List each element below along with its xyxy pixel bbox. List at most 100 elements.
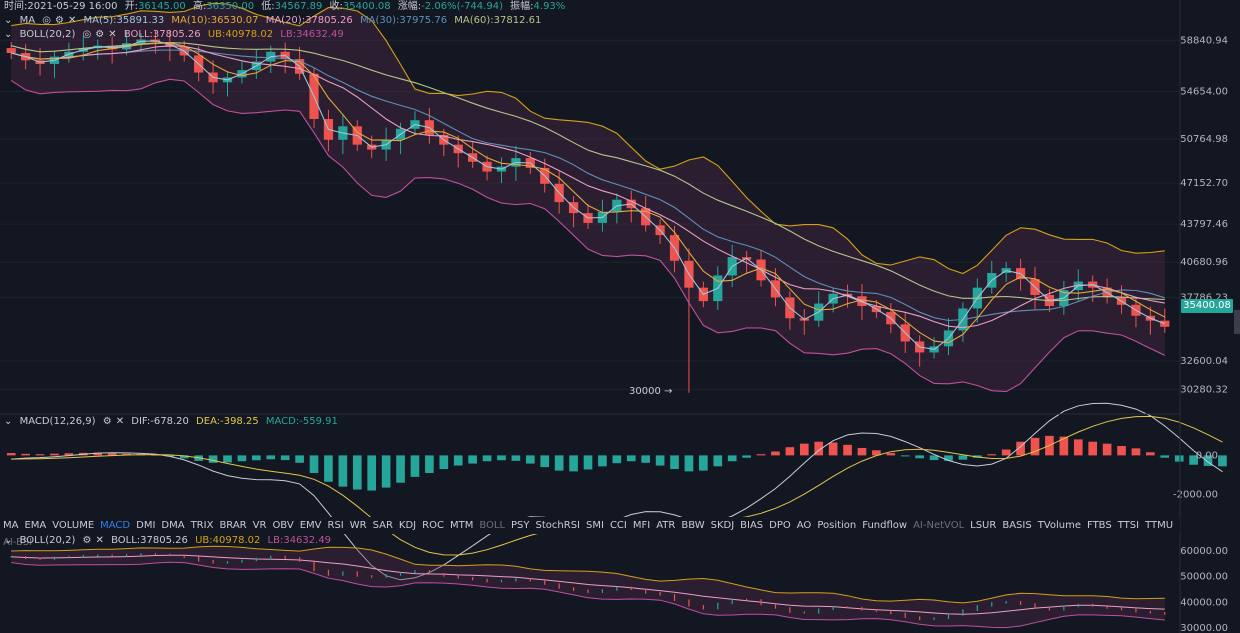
boll-sub-mid: BOLL:37805.26 — [111, 535, 188, 546]
ma20-line — [11, 45, 1165, 329]
boll-band-area — [11, 3, 1165, 392]
macd-bar — [814, 441, 824, 456]
indicator-tab-cci[interactable]: CCI — [609, 520, 627, 531]
indicator-tab-emv[interactable]: EMV — [299, 520, 322, 531]
gear-icon[interactable]: ⚙ — [95, 29, 105, 40]
indicator-tab-brar[interactable]: BRAR — [219, 520, 247, 531]
indicator-tab-ma[interactable]: MA — [3, 520, 19, 531]
boll-sub-ub: UB:40978.02 — [195, 535, 261, 546]
macd-bar — [1203, 455, 1213, 466]
close-icon[interactable]: ✕ — [115, 416, 125, 427]
open-label: 开: — [124, 1, 139, 12]
macd-bar — [511, 455, 521, 461]
collapse-icon[interactable]: ⌄ — [4, 535, 13, 546]
time-label: 时间: — [4, 1, 28, 12]
macd-histogram — [6, 435, 1227, 491]
macd-bar — [1146, 452, 1155, 456]
gear-icon[interactable]: ⚙ — [82, 535, 92, 546]
indicator-tab-dpo[interactable]: DPO — [769, 520, 791, 531]
indicator-tab-stochrsi[interactable]: StochRSI — [535, 520, 580, 531]
close-icon[interactable]: ✕ — [95, 535, 104, 546]
indicator-tab-bbw[interactable]: BBW — [681, 520, 705, 531]
macd-bar — [598, 455, 607, 467]
macd-bar — [21, 453, 30, 456]
indicator-tab-ao[interactable]: AO — [796, 520, 812, 531]
macd-bar — [1030, 437, 1040, 456]
indicator-tab-skdj[interactable]: SKDJ — [710, 520, 735, 531]
macd-bar — [338, 455, 348, 487]
macd-bar — [324, 455, 333, 482]
collapse-icon[interactable]: ⌄ — [4, 15, 13, 26]
candle — [6, 42, 16, 60]
candle — [684, 248, 694, 393]
close-label: 收: — [329, 1, 343, 12]
indicator-tab-ai-bsi[interactable]: AI-BSI — [3, 537, 33, 548]
indicator-tab-ttmu[interactable]: TTMU — [1145, 520, 1174, 531]
indicator-tab-volume[interactable]: VOLUME — [52, 520, 95, 531]
close-icon[interactable]: ✕ — [108, 29, 117, 40]
low-marker: 30000 → — [629, 386, 673, 397]
indicator-tab-sar[interactable]: SAR — [372, 520, 393, 531]
current-price-tag: 35400.08 — [1181, 299, 1233, 313]
indicator-tab-ema[interactable]: EMA — [24, 520, 47, 531]
indicator-tab-obv[interactable]: OBV — [272, 520, 294, 531]
indicator-tab-tvolume[interactable]: TVolume — [1037, 520, 1081, 531]
collapse-icon[interactable]: ⌄ — [4, 29, 13, 40]
macd-bar — [771, 451, 780, 456]
indicator-tab-wr[interactable]: WR — [349, 520, 367, 531]
indicator-tab-rsi[interactable]: RSI — [327, 520, 344, 531]
macd-bar — [35, 454, 45, 456]
indicator-tab-kdj[interactable]: KDJ — [398, 520, 417, 531]
indicator-tab-roc[interactable]: ROC — [422, 520, 444, 531]
indicator-tab-atr[interactable]: ATR — [656, 520, 676, 531]
macd-bar — [439, 455, 449, 470]
indicator-tab-ttsi[interactable]: TTSI — [1117, 520, 1140, 531]
ma-lines — [10, 2, 1166, 393]
macd-bar — [612, 455, 622, 464]
indicator-tab-mfi[interactable]: MFI — [632, 520, 651, 531]
macd-bar — [1059, 436, 1069, 456]
eye-icon[interactable]: ◎ — [42, 15, 51, 26]
boll-mid-value: BOLL:37805.26 — [123, 29, 201, 40]
indicator-tab-fundflow[interactable]: Fundflow — [862, 520, 908, 531]
macd-bar — [540, 455, 550, 468]
macd-bar — [396, 455, 405, 483]
macd-bar — [64, 453, 74, 456]
boll-sub-mid — [11, 554, 1165, 615]
macd-axis-label: -2000.00 — [1173, 489, 1218, 500]
gear-icon[interactable]: ⚙ — [54, 15, 64, 26]
macd-bar — [425, 455, 434, 473]
scroll-handle[interactable] — [1234, 310, 1240, 334]
indicator-tab-ftbs[interactable]: FTBS — [1087, 520, 1112, 531]
macd-bar — [958, 455, 968, 460]
ohlc-header: 时间:2021-05-29 16:00 开:36145.00 高:36350.0… — [4, 0, 569, 14]
indicator-tab-trix[interactable]: TRIX — [190, 520, 214, 531]
eye-icon[interactable]: ◎ — [82, 29, 92, 40]
macd-bar — [1102, 443, 1112, 456]
indicator-tab-psy[interactable]: PSY — [511, 520, 530, 531]
indicator-tab-lsur[interactable]: LSUR — [970, 520, 997, 531]
gear-icon[interactable]: ⚙ — [102, 416, 112, 427]
indicator-tab-ai-netvol[interactable]: AI-NetVOL — [913, 520, 965, 531]
collapse-icon[interactable]: ⌄ — [4, 416, 13, 427]
indicator-tab-position[interactable]: Position — [817, 520, 857, 531]
indicator-tab-basis[interactable]: BASIS — [1002, 520, 1032, 531]
high-value: 36350.00 — [206, 1, 255, 12]
indicator-tab-macd[interactable]: MACD — [100, 520, 131, 531]
boll-sub-lb: LB:34632.49 — [267, 535, 332, 546]
close-icon[interactable]: ✕ — [67, 15, 77, 26]
indicator-tab-dmi[interactable]: DMI — [136, 520, 156, 531]
boll-sub-legend: ⌄ BOLL(20,2) ⚙ ✕ BOLL:37805.26 UB:40978.0… — [4, 534, 335, 548]
indicator-tab-boll[interactable]: BOLL — [479, 520, 506, 531]
macd-bar — [482, 455, 492, 462]
indicator-tab-smi[interactable]: SMI — [586, 520, 604, 531]
indicator-tab-bias[interactable]: BIAS — [740, 520, 764, 531]
price-axis: 58840.94 54654.00 50764.98 47152.70 43797.46… — [1173, 35, 1228, 633]
macd-bar — [684, 455, 694, 472]
indicator-tab-mtm[interactable]: MTM — [449, 520, 474, 531]
indicator-tab-vr[interactable]: VR — [252, 520, 267, 531]
indicator-tab-dma[interactable]: DMA — [161, 520, 185, 531]
macd-bar — [987, 454, 997, 456]
boll-sub-upper — [11, 545, 1165, 604]
